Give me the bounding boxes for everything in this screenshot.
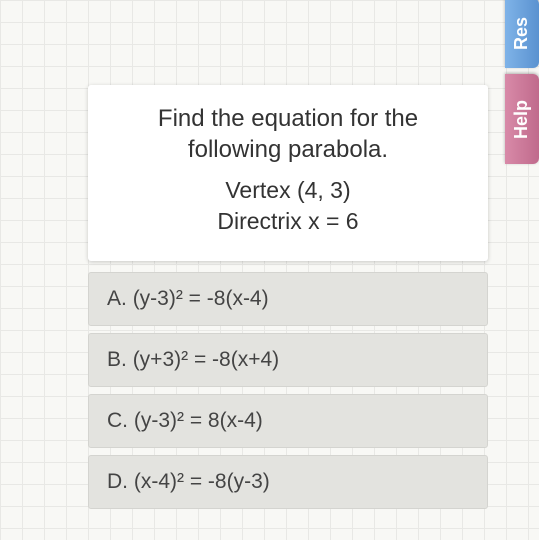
choice-text: (y+3)² = -8(x+4): [133, 348, 279, 371]
choice-text: (y-3)² = 8(x-4): [134, 409, 263, 432]
question-line-2: following parabola.: [116, 134, 460, 165]
question-line-1: Find the equation for the: [116, 103, 460, 134]
vertex-info: Vertex (4, 3): [116, 175, 460, 206]
choice-letter: B.: [107, 348, 127, 371]
question-card: Find the equation for the following para…: [88, 85, 488, 261]
tab-resume[interactable]: Res: [505, 0, 539, 68]
choice-b[interactable]: B. (y+3)² = -8(x+4): [88, 333, 488, 387]
tab-help[interactable]: Help: [505, 74, 539, 164]
choice-letter: C.: [107, 409, 128, 432]
choice-d[interactable]: D. (x-4)² = -8(y-3): [88, 455, 488, 509]
side-tabs: Res Help: [505, 0, 539, 164]
choice-a[interactable]: A. (y-3)² = -8(x-4): [88, 272, 488, 326]
choice-text: (y-3)² = -8(x-4): [133, 287, 269, 310]
choices-list: A. (y-3)² = -8(x-4) B. (y+3)² = -8(x+4) …: [88, 272, 488, 509]
choice-letter: A.: [107, 287, 127, 310]
directrix-info: Directrix x = 6: [116, 206, 460, 237]
choice-letter: D.: [107, 470, 128, 493]
choice-text: (x-4)² = -8(y-3): [134, 470, 270, 493]
choice-c[interactable]: C. (y-3)² = 8(x-4): [88, 394, 488, 448]
